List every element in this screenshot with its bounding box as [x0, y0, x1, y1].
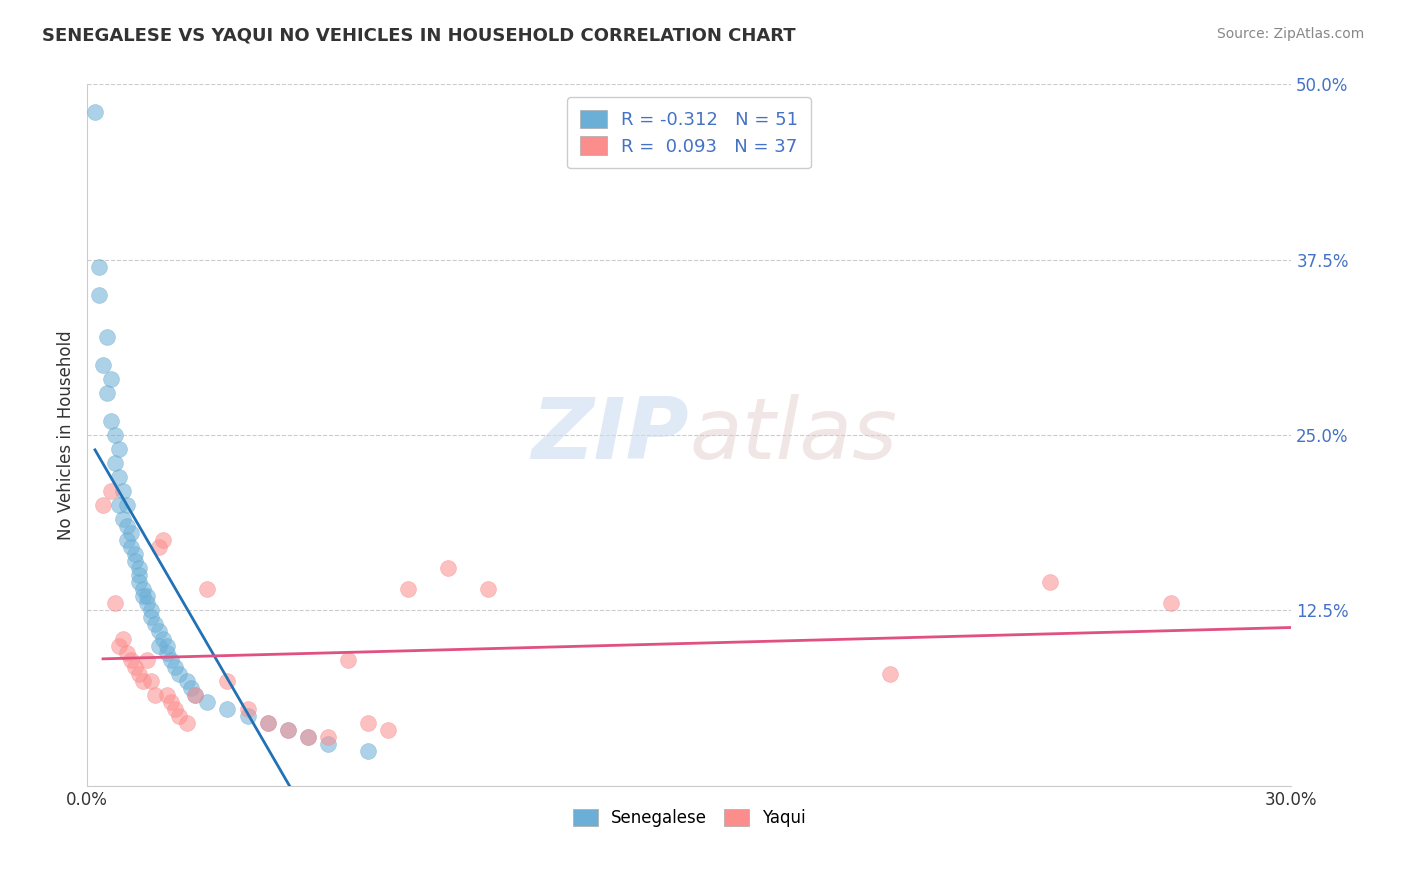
Point [108, 498, 131, 512]
Point [108, 442, 131, 457]
Point [141, 603, 163, 617]
Point [96, 386, 118, 401]
Point [128, 575, 150, 590]
Point [84, 105, 107, 120]
Point [316, 730, 339, 744]
Point [1160, 596, 1182, 610]
Point [108, 470, 131, 484]
Point [256, 715, 278, 730]
Point [477, 582, 499, 597]
Point [184, 688, 207, 702]
Point [160, 652, 183, 666]
Point [357, 715, 380, 730]
Point [91, 358, 114, 372]
Text: ZIP: ZIP [531, 393, 689, 476]
Point [169, 666, 191, 681]
Point [87, 260, 110, 274]
Point [1039, 575, 1062, 590]
Point [132, 582, 155, 597]
Point [115, 519, 138, 533]
Point [120, 541, 142, 555]
Point [277, 723, 299, 737]
Point [316, 737, 339, 751]
Point [336, 652, 359, 666]
Point [217, 701, 239, 715]
Point [152, 632, 174, 646]
Point [136, 590, 159, 604]
Point [115, 646, 138, 660]
Point [879, 666, 901, 681]
Point [108, 639, 131, 653]
Y-axis label: No Vehicles in Household: No Vehicles in Household [58, 330, 75, 540]
Point [87, 288, 110, 302]
Point [197, 695, 219, 709]
Point [256, 715, 278, 730]
Point [217, 673, 239, 688]
Point [236, 701, 259, 715]
Point [91, 498, 114, 512]
Point [115, 533, 138, 548]
Point [156, 646, 179, 660]
Point [100, 372, 122, 386]
Point [132, 673, 155, 688]
Point [100, 484, 122, 499]
Point [120, 526, 142, 541]
Point [169, 708, 191, 723]
Point [277, 723, 299, 737]
Point [124, 659, 146, 673]
Point [141, 610, 163, 624]
Point [124, 547, 146, 561]
Text: Source: ZipAtlas.com: Source: ZipAtlas.com [1216, 27, 1364, 41]
Point [396, 582, 419, 597]
Point [104, 596, 127, 610]
Point [165, 659, 187, 673]
Point [96, 330, 118, 344]
Point [184, 688, 207, 702]
Point [112, 484, 135, 499]
Point [160, 695, 183, 709]
Point [180, 681, 202, 695]
Point [176, 673, 198, 688]
Point [176, 715, 198, 730]
Point [148, 541, 170, 555]
Point [104, 428, 127, 442]
Point [136, 652, 159, 666]
Point [120, 652, 142, 666]
Text: atlas: atlas [689, 393, 897, 476]
Point [297, 730, 319, 744]
Point [143, 688, 166, 702]
Point [297, 730, 319, 744]
Point [143, 617, 166, 632]
Point [112, 632, 135, 646]
Point [141, 673, 163, 688]
Point [437, 561, 460, 575]
Point [136, 596, 159, 610]
Point [236, 708, 259, 723]
Point [128, 666, 150, 681]
Point [148, 624, 170, 639]
Point [128, 561, 150, 575]
Point [165, 701, 187, 715]
Point [100, 414, 122, 428]
Point [156, 639, 179, 653]
Point [148, 639, 170, 653]
Text: SENEGALESE VS YAQUI NO VEHICLES IN HOUSEHOLD CORRELATION CHART: SENEGALESE VS YAQUI NO VEHICLES IN HOUSE… [42, 27, 796, 45]
Point [156, 688, 179, 702]
Point [124, 554, 146, 568]
Point [104, 456, 127, 470]
Point [377, 723, 399, 737]
Point [128, 568, 150, 582]
Point [132, 590, 155, 604]
Point [197, 582, 219, 597]
Point [357, 744, 380, 758]
Point [112, 512, 135, 526]
Legend: Senegalese, Yaqui: Senegalese, Yaqui [567, 802, 813, 833]
Point [115, 498, 138, 512]
Point [152, 533, 174, 548]
